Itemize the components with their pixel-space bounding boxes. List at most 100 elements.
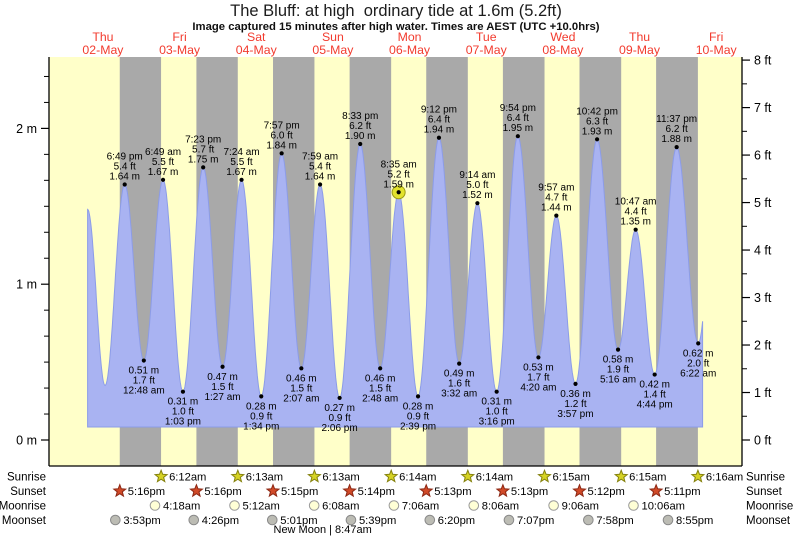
tide-extreme-dot <box>652 372 657 377</box>
tide-extreme-dot <box>436 135 442 140</box>
tide-annotation-low-line: 1:34 pm <box>243 421 279 432</box>
sunrise-star-icon <box>613 468 629 483</box>
tide-annotation-high-line: 6.0 ft <box>271 130 293 141</box>
row-label-right-moonrise: Moonrise <box>746 501 793 513</box>
axes-group: 0 m 1 m 2 m 0 ft 1 ft 2 ft 3 ft 4 ft 5 ft 6 ft 7 f… <box>16 54 772 467</box>
chart-subtitle: Image captured 15 minutes after high wat… <box>192 21 599 33</box>
day-label-weekday: Sat <box>247 30 266 44</box>
tide-annotation-high-line: 9:12 pm <box>421 105 457 116</box>
moonset-time: 3:53pm <box>123 515 160 527</box>
tide-annotation-high-line: 8:33 pm <box>342 111 378 122</box>
tide-extreme-dot <box>457 361 462 366</box>
tide-annotation-high-line: 4.4 ft <box>625 207 647 218</box>
day-label-weekday: Tue <box>476 30 497 44</box>
tide-annotation-high-line: 6.3 ft <box>586 116 608 127</box>
tide-annotation-high-line: 6.4 ft <box>507 113 529 124</box>
day-label-date: 03-May <box>159 43 201 57</box>
tide-annotation-low-line: 3:16 pm <box>479 417 515 428</box>
tide-annotation-low-line: 1.0 ft <box>486 407 508 418</box>
axis-tick-label-right: 4 ft <box>754 244 772 258</box>
moonrise-circle-icon <box>468 500 480 511</box>
moonset-time: 6:20pm <box>438 515 475 527</box>
tide-annotation-high-line: 5.7 ft <box>192 144 214 155</box>
tide-annotation-high-line: 1.64 m <box>109 171 140 182</box>
tide-annotation-low-line: 0.51 m <box>129 366 160 377</box>
sunrise-time: 6:14am <box>399 472 436 484</box>
axis-tick-label-left: 2 m <box>16 122 37 136</box>
tide-annotation-low-line: 0.62 m <box>683 348 714 359</box>
sunset-time: 5:11pm <box>664 486 700 498</box>
tide-annotation-high-line: 5.4 ft <box>309 161 331 172</box>
tide-annotation-low-line: 1.2 ft <box>564 399 586 410</box>
moonrise-time: 8:06am <box>482 501 519 513</box>
tide-annotation-low-line: 1.7 ft <box>133 376 155 387</box>
tide-annotation-low-line: 2.0 ft <box>687 358 709 369</box>
tide-annotation-high-line: 11:37 pm <box>656 114 697 125</box>
tide-annotation-low-line: 1.7 ft <box>527 372 549 383</box>
row-label-left-moonset: Moonset <box>2 515 47 527</box>
tide-annotation-high-line: 1.88 m <box>661 134 692 145</box>
tide-extreme-dot <box>594 137 600 142</box>
axis-tick-label-right: 7 ft <box>754 101 772 115</box>
moonrise-circle-icon <box>308 500 320 511</box>
tide-annotation-high-line: 10:47 am <box>615 197 657 208</box>
moonrise-circle-icon <box>388 500 400 511</box>
tide-annotation-high-line: 1.67 m <box>148 167 179 178</box>
moonrise-time: 9:06am <box>562 501 599 513</box>
tide-extreme-dot <box>279 151 284 156</box>
tide-annotation-high-line: 1.59 m <box>383 179 414 190</box>
tide-annotation-high-line: 1.52 m <box>462 190 493 201</box>
tide-annotation-low-line: 0.28 m <box>246 401 277 412</box>
moonset-time: 8:55pm <box>676 515 713 527</box>
axis-tick-label-right: 0 ft <box>754 434 772 448</box>
tide-annotation-high-line: 7:24 am <box>223 147 259 158</box>
tide-annotation-low-line: 0.36 m <box>560 389 591 400</box>
tide-annotation-low-line: 1:27 am <box>204 392 240 403</box>
tide-annotation-high-line: 9:14 am <box>459 170 495 181</box>
sunrise-star-icon <box>383 468 399 483</box>
moonset-time: 5:39pm <box>359 515 396 527</box>
tide-annotation-high-line: 1.93 m <box>582 126 613 137</box>
tide-annotation-high-line: 6.2 ft <box>349 121 371 132</box>
sunset-time: 5:16pm <box>204 486 241 498</box>
tide-annotation-low-line: 3:32 am <box>441 389 477 400</box>
day-label-date: 04-May <box>236 43 278 57</box>
moonset-time: 7:07pm <box>517 515 554 527</box>
sunrise-star-icon <box>690 468 706 483</box>
tide-annotation-low-line: 1.9 ft <box>607 365 629 376</box>
moonset-circle-icon <box>424 514 436 526</box>
chart-title: The Bluff: at high ordinary tide at 1.6m… <box>230 2 562 20</box>
tide-annotation-low-line: 0.31 m <box>168 397 199 408</box>
day-label-weekday: Sun <box>322 30 344 44</box>
day-label-weekday: Fri <box>172 30 186 44</box>
sunset-star-icon <box>112 483 128 498</box>
tide-annotation-high-line: 1.35 m <box>620 217 651 228</box>
sunrise-time: 6:15am <box>553 472 590 484</box>
sunset-time: 5:12pm <box>587 486 624 498</box>
new-moon-label: New Moon | 8:47am <box>274 524 372 536</box>
moonset-time: 7:58pm <box>596 515 633 527</box>
tide-annotation-high-line: 6.4 ft <box>428 115 450 126</box>
day-label-date: 02-May <box>82 43 124 57</box>
tide-annotation-high-line: 1.67 m <box>226 167 257 178</box>
moonrise-time: 6:08am <box>322 501 359 513</box>
sun-moon-rows-group: Sunrise Sunrise 6:12am 6:13am 6:13am 6:14am 6:… <box>0 468 793 536</box>
tide-annotation-low-line: 0.49 m <box>444 369 475 380</box>
tide-annotation-low-line: 0.27 m <box>324 403 355 414</box>
sunset-time: 5:14pm <box>358 486 395 498</box>
moonset-circle-icon <box>662 514 674 526</box>
sunrise-star-icon <box>307 468 322 483</box>
day-label-date: 08-May <box>542 43 584 57</box>
sunset-star-icon <box>418 483 434 498</box>
tide-annotation-high-line: 8:35 am <box>381 159 417 170</box>
day-label-date: 07-May <box>466 43 508 57</box>
day-labels-group: Thu02-MayFri03-MaySat04-MaySun05-MayMon0… <box>82 30 737 57</box>
tide-annotation-high-line: 1.84 m <box>266 140 297 151</box>
sunrise-star-icon <box>153 468 169 483</box>
moonrise-time: 7:06am <box>402 501 439 513</box>
tide-annotation-high-line: 1.90 m <box>345 131 376 142</box>
day-label-weekday: Mon <box>398 30 422 44</box>
moonrise-time: 5:12am <box>243 501 280 513</box>
tide-annotation-low-line: 6:22 am <box>680 368 716 379</box>
sunset-time: 5:15pm <box>281 486 318 498</box>
